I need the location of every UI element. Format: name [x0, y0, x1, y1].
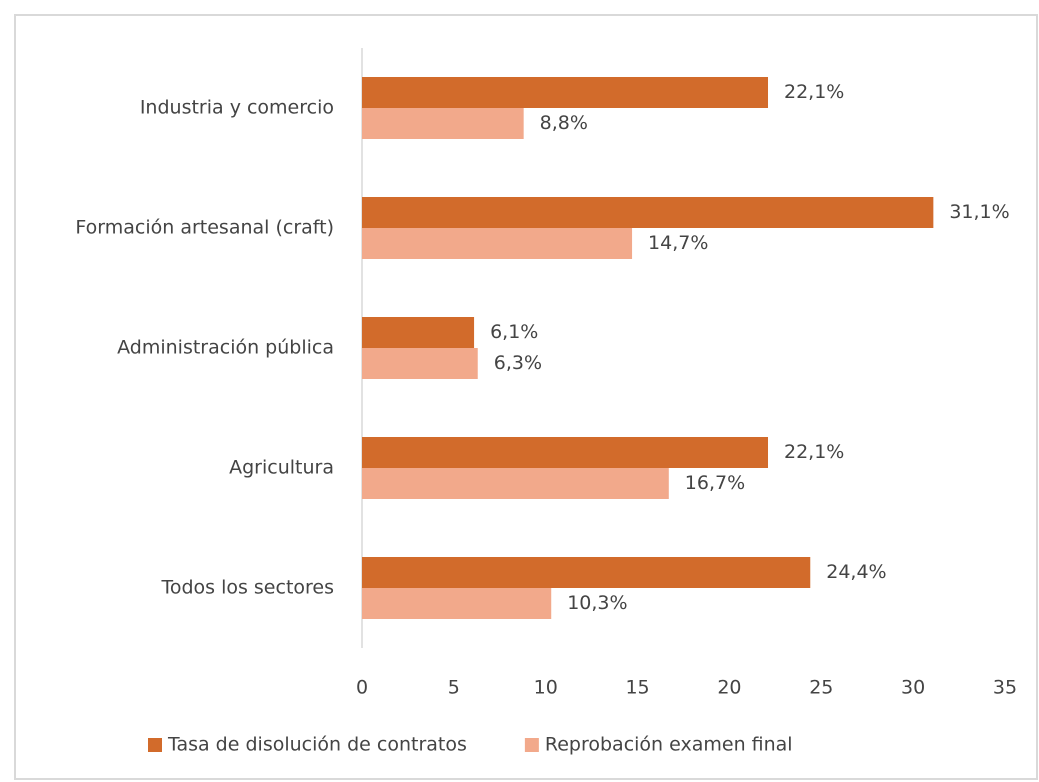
x-tick-label: 10 — [534, 677, 558, 699]
data-label: 6,1% — [490, 321, 538, 343]
y-tick-label: Formación artesanal (craft) — [75, 217, 334, 239]
data-label: 10,3% — [567, 592, 627, 614]
bar — [362, 197, 934, 228]
x-tick-label: 25 — [809, 677, 833, 699]
y-tick-label: Agricultura — [229, 457, 334, 479]
bar — [362, 348, 478, 379]
x-tick-label: 0 — [356, 677, 368, 699]
bar — [362, 468, 669, 499]
legend-swatch — [524, 738, 539, 752]
data-label: 14,7% — [648, 232, 708, 254]
data-label: 8,8% — [540, 112, 588, 134]
bar — [362, 77, 769, 108]
y-tick-label: Todos los sectores — [160, 577, 334, 599]
data-label: 22,1% — [784, 441, 844, 463]
legend-label: Tasa de disolución de contratos — [167, 734, 467, 756]
x-tick-label: 35 — [993, 677, 1017, 699]
bar — [362, 317, 475, 348]
data-label: 22,1% — [784, 81, 844, 103]
x-tick-label: 15 — [625, 677, 649, 699]
bar — [362, 108, 524, 139]
y-tick-label: Industria y comercio — [140, 97, 334, 119]
bar — [362, 588, 552, 619]
x-tick-label: 20 — [717, 677, 741, 699]
x-tick-label: 30 — [901, 677, 925, 699]
legend-label: Reprobación examen final — [545, 734, 793, 756]
y-tick-label: Administración pública — [117, 337, 334, 359]
data-label: 16,7% — [685, 472, 745, 494]
data-label: 24,4% — [826, 561, 886, 583]
chart-frame — [14, 14, 1038, 780]
data-label: 31,1% — [949, 201, 1009, 223]
legend-swatch — [148, 738, 162, 752]
bar — [362, 437, 769, 468]
data-label: 6,3% — [494, 352, 542, 374]
x-tick-label: 5 — [448, 677, 460, 699]
bar — [362, 557, 811, 588]
bar — [362, 228, 633, 259]
